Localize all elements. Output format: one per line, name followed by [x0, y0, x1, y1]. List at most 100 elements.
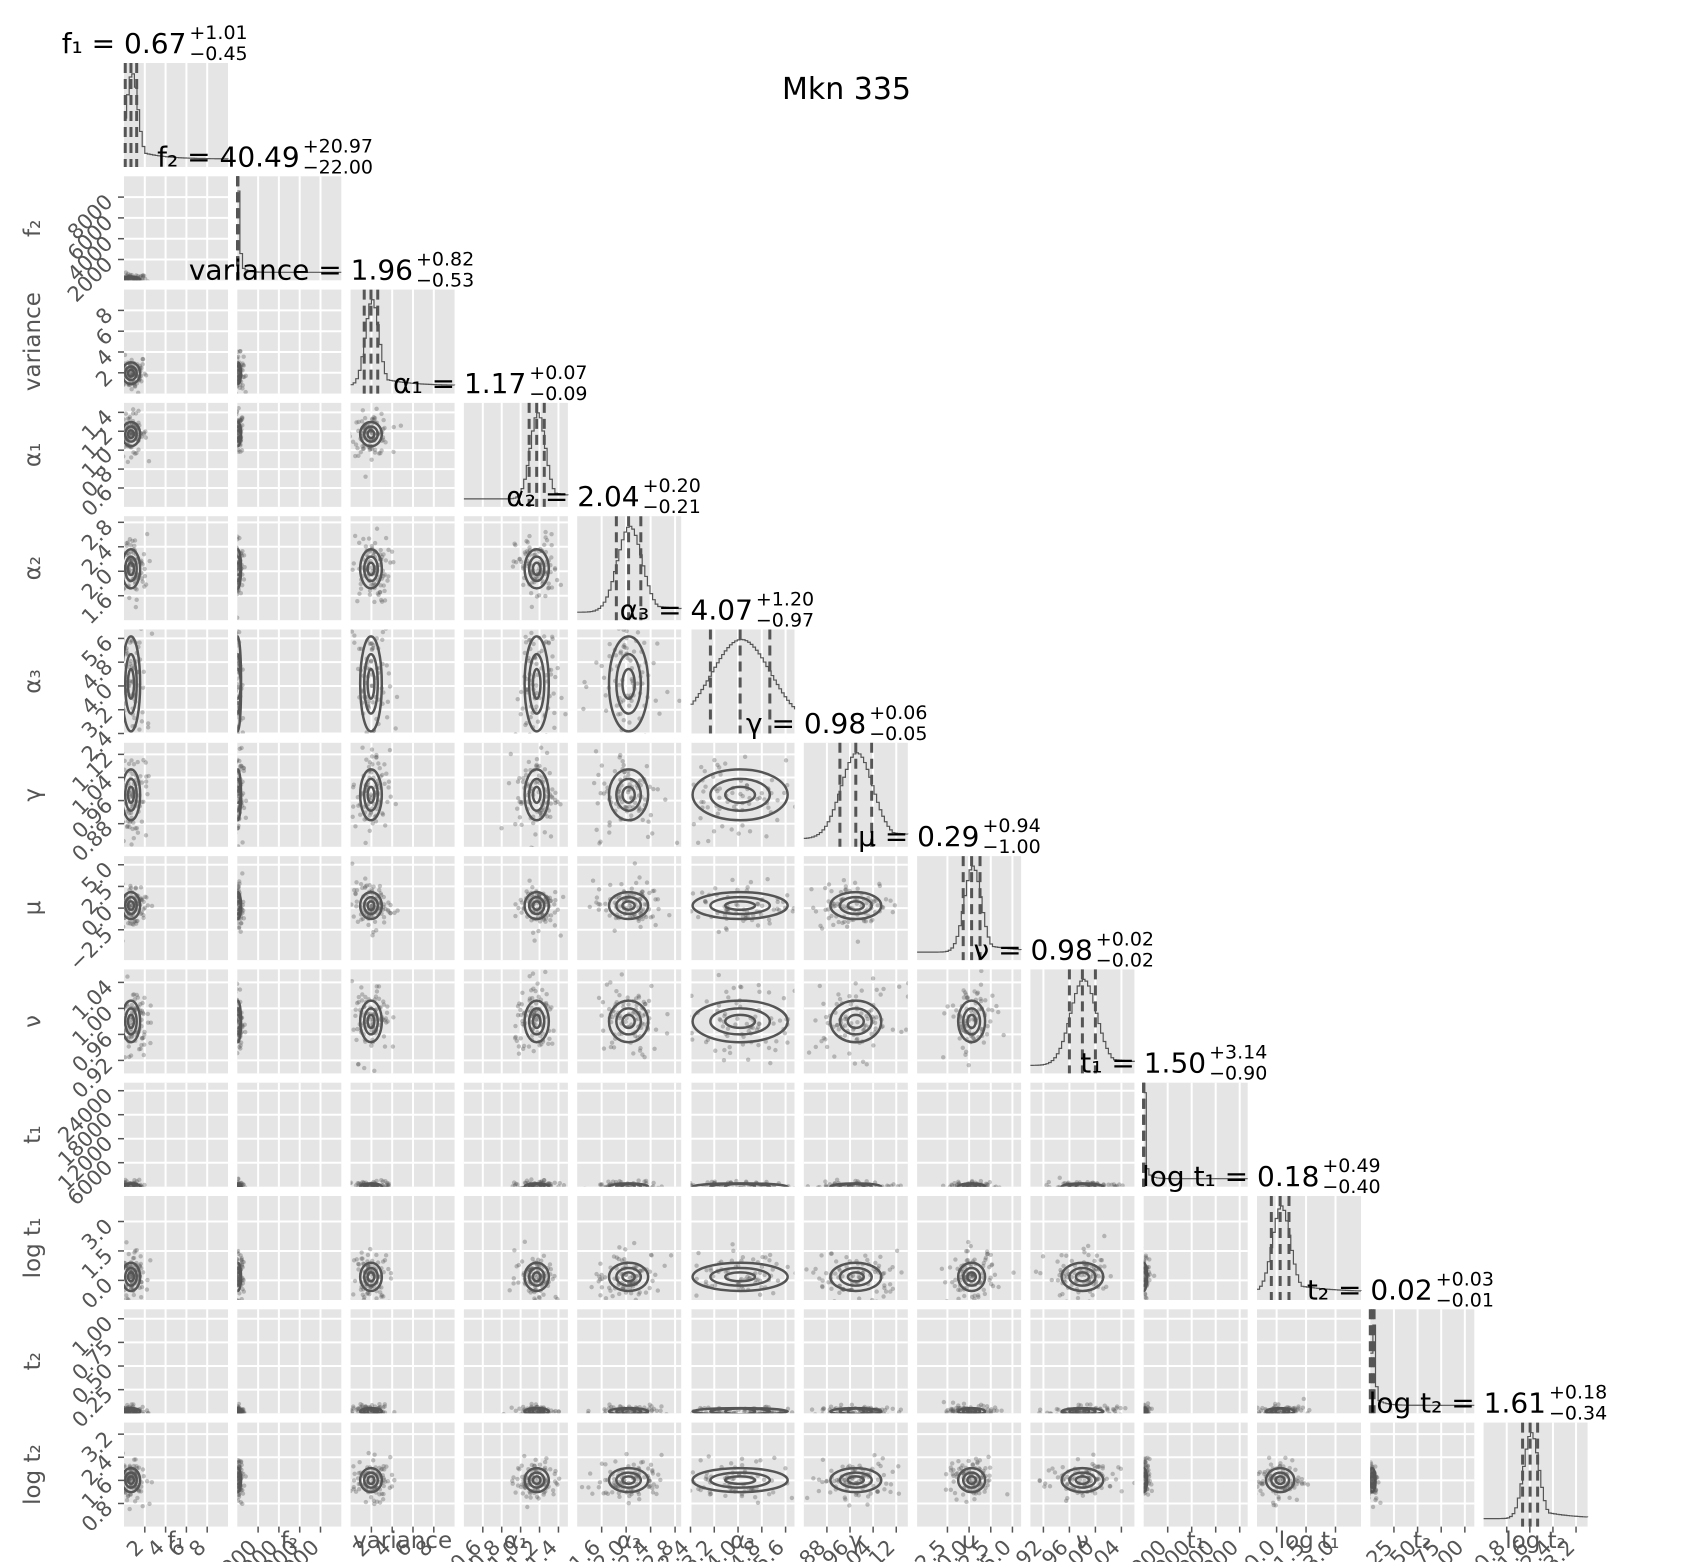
sample-point — [117, 1239, 121, 1243]
sample-point — [242, 564, 247, 570]
sample-point — [961, 988, 966, 993]
sample-point — [241, 363, 246, 368]
sample-point — [821, 1035, 826, 1041]
sample-point — [350, 431, 352, 435]
sample-point — [543, 919, 548, 924]
contour — [709, 895, 772, 916]
sample-point — [363, 994, 368, 1000]
sample-point — [350, 439, 356, 445]
sample-point — [145, 725, 151, 730]
sample-point — [230, 794, 234, 798]
sample-point — [124, 279, 125, 281]
contour — [124, 1007, 138, 1036]
sample-point — [353, 1183, 359, 1187]
sample-point — [746, 1190, 750, 1194]
sample-point — [525, 539, 530, 545]
sample-point — [145, 721, 151, 726]
sample-point — [843, 1014, 848, 1019]
sample-point — [124, 1028, 126, 1033]
panel-background — [690, 1082, 795, 1187]
sample-point — [129, 357, 134, 363]
sample-point — [711, 829, 717, 834]
hist-title-plus: +20.97 — [303, 135, 373, 157]
sample-point — [989, 1008, 995, 1013]
sample-point — [117, 737, 121, 741]
sample-point — [125, 540, 131, 545]
sample-point — [137, 1177, 142, 1183]
sample-point — [625, 995, 630, 1000]
sample-point — [590, 878, 596, 883]
sample-point — [831, 901, 837, 907]
sample-point — [852, 880, 858, 886]
sample-point — [799, 1006, 803, 1010]
sample-point — [986, 1185, 990, 1187]
sample-point — [228, 587, 232, 591]
sample-point — [617, 1015, 622, 1021]
sample-point — [237, 789, 238, 792]
sample-point — [869, 1007, 874, 1013]
sample-point — [547, 1007, 553, 1012]
sample-point — [237, 924, 242, 930]
sample-point — [608, 1044, 614, 1050]
sample-point — [527, 996, 533, 1001]
sample-point — [230, 1186, 234, 1190]
sample-point — [109, 1182, 113, 1186]
sample-point — [385, 1186, 389, 1187]
sample-point — [140, 277, 145, 281]
sample-point — [834, 1187, 838, 1191]
contour — [527, 555, 546, 583]
sample-point — [141, 1035, 146, 1040]
sample-point — [392, 910, 397, 915]
sample-point — [610, 1179, 616, 1184]
sample-point — [813, 909, 819, 914]
sample-point — [124, 281, 128, 285]
sample-point — [370, 645, 376, 651]
sample-point — [831, 904, 836, 909]
sample-point — [142, 1042, 147, 1047]
sample-point — [527, 732, 532, 734]
sample-point — [367, 1189, 371, 1193]
scatter — [237, 348, 249, 394]
sample-point — [683, 1033, 687, 1037]
sample-point — [540, 987, 545, 993]
sample-point — [233, 904, 237, 908]
sample-point — [378, 547, 383, 553]
sample-point — [649, 1185, 654, 1187]
sample-point — [126, 1251, 131, 1257]
sample-point — [517, 1001, 522, 1006]
sample-point — [542, 767, 548, 772]
sample-point — [885, 1183, 890, 1187]
hist-title-main: μ = 0.29 — [858, 820, 979, 853]
sample-point — [607, 823, 612, 828]
sample-point — [112, 279, 116, 283]
sample-point — [237, 825, 240, 831]
sample-point — [582, 679, 587, 685]
sample-point — [375, 591, 381, 596]
sample-point — [117, 931, 121, 935]
sample-point — [363, 544, 369, 549]
sample-point — [522, 650, 528, 656]
sample-point — [518, 897, 524, 903]
sample-point — [139, 780, 145, 785]
contour — [366, 1182, 376, 1187]
sample-point — [241, 768, 247, 774]
sample-point — [241, 1182, 246, 1187]
sample-point — [351, 1027, 356, 1032]
sample-point — [116, 1183, 120, 1187]
sample-point — [618, 711, 623, 717]
sample-point — [735, 1191, 739, 1195]
sample-point — [233, 554, 237, 558]
panel-background — [463, 1082, 568, 1187]
sample-point — [362, 885, 368, 890]
sample-point — [775, 906, 780, 912]
sample-point — [525, 1187, 529, 1191]
sample-point — [722, 1047, 727, 1053]
sample-point — [545, 586, 551, 591]
hist-2 — [350, 289, 456, 394]
sample-point — [238, 764, 243, 769]
sample-point — [121, 281, 125, 285]
sample-point — [374, 984, 379, 989]
sample-point — [237, 364, 238, 368]
contour — [523, 999, 551, 1044]
contour — [691, 768, 789, 822]
